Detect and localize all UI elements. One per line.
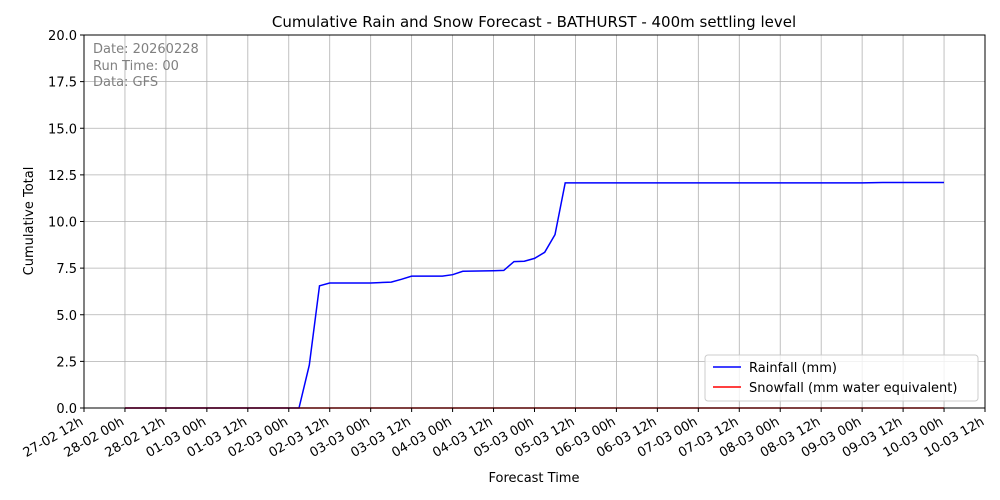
y-tick-label: 15.0 bbox=[48, 122, 77, 137]
y-tick-label: 5.0 bbox=[56, 309, 77, 324]
y-axis-label: Cumulative Total bbox=[22, 167, 37, 276]
annotation-data-source: Data: GFS bbox=[93, 75, 158, 90]
y-tick-label: 20.0 bbox=[48, 29, 77, 44]
legend-rainfall-label: Rainfall (mm) bbox=[749, 361, 837, 376]
legend-box bbox=[704, 354, 979, 402]
rainfall-line bbox=[125, 181, 944, 409]
y-tick-label: 7.5 bbox=[56, 262, 77, 277]
legend: Rainfall (mm) Snowfall (mm water equival… bbox=[704, 354, 979, 402]
gridlines bbox=[83, 34, 986, 409]
run-annotation: Date: 20260228 Run Time: 00 Data: GFS bbox=[93, 42, 199, 90]
y-tick-label: 12.5 bbox=[48, 169, 77, 184]
y-tick-label: 0.0 bbox=[56, 402, 77, 417]
y-tick-label: 2.5 bbox=[56, 355, 77, 370]
x-axis-label: Forecast Time bbox=[489, 471, 580, 486]
y-axis-ticks: 0.0 2.5 5.0 7.5 10.0 12.5 15.0 17.5 20.0 bbox=[48, 29, 84, 417]
legend-snowfall-label: Snowfall (mm water equivalent) bbox=[749, 381, 957, 396]
y-tick-label: 10.0 bbox=[48, 216, 77, 231]
annotation-run-time: Run Time: 00 bbox=[93, 59, 179, 74]
y-tick-label: 17.5 bbox=[48, 76, 77, 91]
annotation-date: Date: 20260228 bbox=[93, 42, 199, 57]
chart-title: Cumulative Rain and Snow Forecast - BATH… bbox=[272, 13, 796, 31]
